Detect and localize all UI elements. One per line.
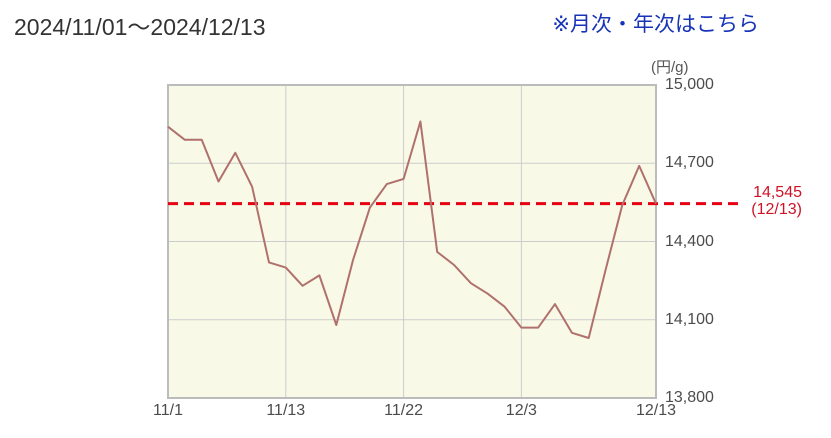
- y-axis-label: 14,700: [665, 154, 714, 172]
- plot-border: [167, 84, 657, 399]
- y-axis-label: 14,400: [665, 232, 714, 250]
- x-axis-label: 12/13: [635, 402, 677, 419]
- y-axis-label: 15,000: [665, 76, 714, 93]
- x-axis-label: 11/13: [266, 402, 306, 419]
- x-axis-label: 12/3: [505, 402, 537, 419]
- date-range-title: 2024/11/01～2024/12/13: [14, 14, 266, 40]
- x-axis-label: 11/22: [384, 402, 423, 419]
- latest-price-date: (12/13): [751, 201, 802, 218]
- latest-price-value: 14,545: [753, 184, 802, 201]
- x-axis-label: 11/1: [153, 402, 183, 419]
- unit-label: (円/g): [651, 59, 689, 76]
- latest-price-annotation: 14,545 (12/13): [728, 184, 802, 218]
- y-axis-label: 13,800: [665, 389, 714, 406]
- price-data-line: [167, 120, 657, 339]
- monthly-yearly-link[interactable]: ※月次・年次はこちら: [552, 13, 759, 36]
- y-axis-label: 14,100: [665, 310, 714, 328]
